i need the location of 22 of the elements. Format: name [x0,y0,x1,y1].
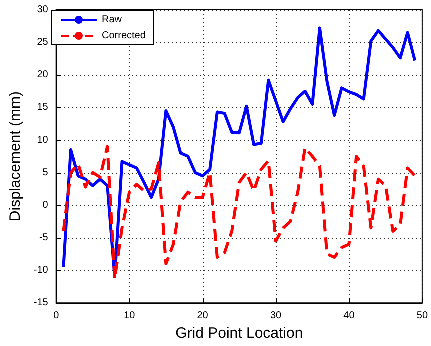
legend-label: Corrected [102,30,146,42]
y-tick-label: -10 [34,265,49,276]
x-tick-label: 0 [54,310,60,322]
y-tick-label: -5 [39,232,49,244]
y-tick-label: 20 [37,70,49,81]
y-tick-label: 30 [37,4,49,16]
y-tick-label: 10 [37,134,49,146]
line-series [62,26,417,279]
x-axis-title: Grid Point Location [176,325,304,342]
line-series [62,145,417,280]
x-tick-label: 40 [344,310,356,322]
y-tick-label: 5 [42,167,49,178]
x-tick-label: 20 [197,310,209,322]
y-tick-label: -15 [34,298,49,309]
y-axis-title: Displacement (mm) [7,92,24,222]
y-tick-label: 25 [37,37,49,48]
x-tick-label: 10 [124,310,136,322]
x-tick-label: 50 [416,310,428,322]
x-tick-label: 30 [270,310,282,322]
y-tick-label: 15 [37,102,49,114]
y-tick-label: 0 [42,200,49,211]
legend-label: Raw [102,14,123,26]
